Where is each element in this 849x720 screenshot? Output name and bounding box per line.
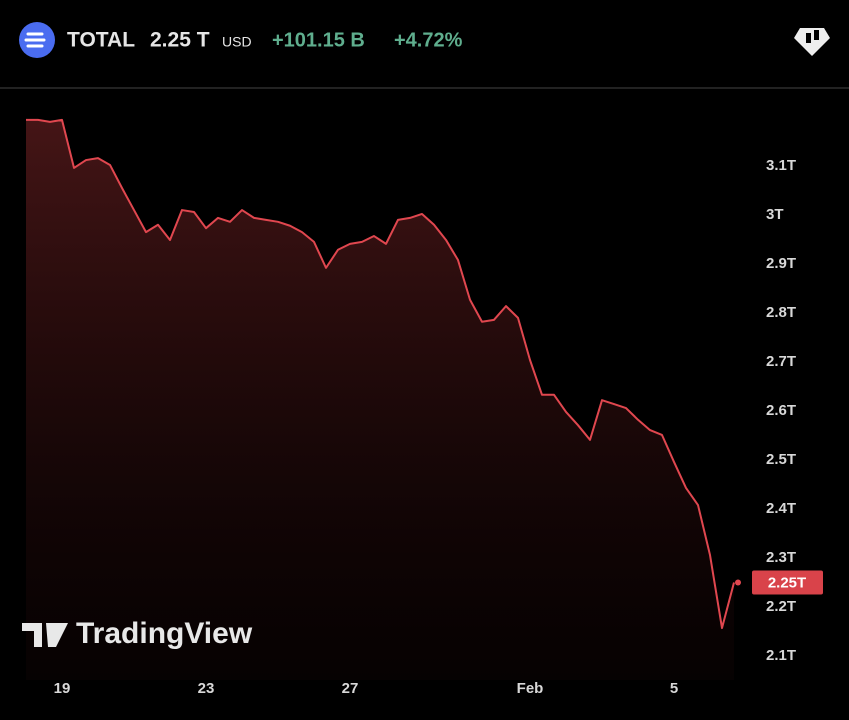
menu-icon-glyph xyxy=(806,33,811,43)
y-tick-label: 2.8T xyxy=(766,304,796,321)
y-tick-label: 2.7T xyxy=(766,353,796,370)
watermark: TradingView xyxy=(76,617,253,650)
y-tick-label: 2.5T xyxy=(766,451,796,468)
menu-icon[interactable] xyxy=(794,28,830,56)
currency: USD xyxy=(222,34,252,50)
y-tick-label: 2.3T xyxy=(766,549,796,566)
y-tick-label: 2.1T xyxy=(766,647,796,664)
symbol-icon-glyph xyxy=(24,32,46,48)
y-tick-label: 3T xyxy=(766,206,784,223)
change: +101.15 B xyxy=(272,29,365,51)
y-tick-label: 2.2T xyxy=(766,598,796,615)
plot: 2.1T 2.2T 2.3T 2.4T 2.5T 2.6T 2.7T 2.8T 2.9T 3T 3.… xyxy=(26,118,823,697)
change-percent: +4.72% xyxy=(394,29,463,51)
price: 2.25 T xyxy=(150,29,210,52)
price-line xyxy=(26,118,735,630)
symbol: TOTAL xyxy=(67,29,135,52)
menu-icon-glyph xyxy=(814,30,819,40)
x-tick-label: 19 xyxy=(54,680,71,697)
y-tick-label: 2.6T xyxy=(766,402,796,419)
x-tick-label: 5 xyxy=(670,680,678,697)
area-fill xyxy=(26,119,734,680)
y-tick-label: 3.1T xyxy=(766,157,796,174)
x-tick-label: 23 xyxy=(198,680,215,697)
x-tick-label: 27 xyxy=(342,680,359,697)
watermark-logo xyxy=(22,623,68,647)
x-tick-label: Feb xyxy=(517,680,544,697)
last-point xyxy=(735,579,741,586)
price-tag xyxy=(752,570,823,595)
y-tick-label: 2.4T xyxy=(766,500,796,517)
price-tag-label: 2.25T xyxy=(768,574,806,591)
y-tick-label: 2.9T xyxy=(766,255,796,272)
